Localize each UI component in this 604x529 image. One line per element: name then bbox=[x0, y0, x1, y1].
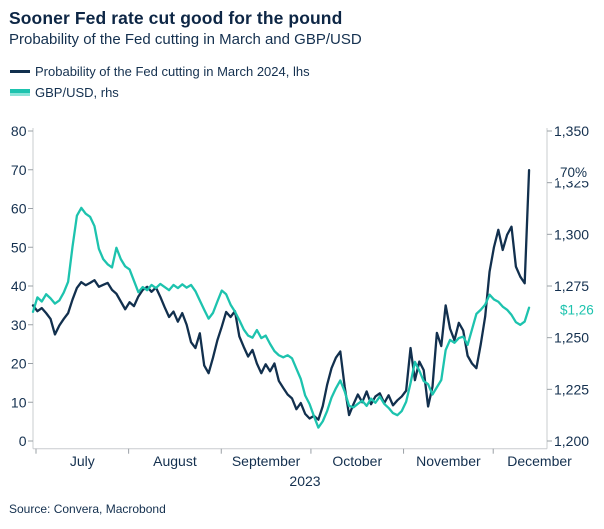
left-axis-tick-label: 70 bbox=[11, 162, 27, 178]
annotations-layer: 70% $1,26 bbox=[558, 165, 598, 319]
left-axis-tick-label: 20 bbox=[11, 356, 27, 372]
x-axis-month-label: August bbox=[153, 453, 197, 469]
fed-probability-line-swatch bbox=[10, 69, 30, 74]
last-value-label-fed-probability: 70% bbox=[560, 165, 587, 180]
gbpusd-series-line bbox=[31, 206, 531, 429]
gbpusd-line-swatch bbox=[10, 89, 30, 96]
left-axis-tick-label: 60 bbox=[11, 201, 27, 217]
x-axis-month-label: October bbox=[332, 453, 382, 469]
fed-probability-series-line bbox=[31, 168, 531, 421]
legend-label-fed-probability: Probability of the Fed cutting in March … bbox=[35, 64, 310, 79]
source-note: Source: Convera, Macrobond bbox=[9, 502, 166, 516]
x-axis-month-label: September bbox=[232, 453, 301, 469]
x-axis-year-label: 2023 bbox=[289, 473, 320, 489]
last-value-label-gbpusd: $1,26 bbox=[560, 303, 594, 318]
legend-item-fed-probability: Probability of the Fed cutting in March … bbox=[10, 61, 310, 82]
right-axis-tick-label: 1,275 bbox=[554, 278, 589, 294]
left-axis-tick-label: 0 bbox=[19, 433, 27, 449]
left-axis-tick-label: 10 bbox=[11, 394, 27, 410]
x-axis-month-label: December bbox=[507, 453, 572, 469]
right-axis-tick-label: 1,225 bbox=[554, 381, 589, 397]
annotation-backing bbox=[558, 165, 598, 182]
annotation-backing bbox=[558, 303, 598, 319]
left-axis-tick-label: 50 bbox=[11, 239, 27, 255]
gbpusd-swatch-stripe-bright bbox=[10, 89, 30, 93]
axes-layer bbox=[28, 128, 552, 454]
x-axis-month-label: November bbox=[416, 453, 481, 469]
right-axis-tick-label: 1,350 bbox=[554, 123, 589, 139]
axis-labels-layer: 0 10 20 30 40 50 60 70 80 1,200 1,225 1,250 1,275 1,3… bbox=[11, 123, 589, 489]
chart-title: Sooner Fed rate cut good for the pound bbox=[9, 8, 343, 28]
left-axis-tick-label: 30 bbox=[11, 317, 27, 333]
left-axis-tick-label: 40 bbox=[11, 278, 27, 294]
chart-header: Sooner Fed rate cut good for the pound P… bbox=[9, 7, 595, 50]
chart-subtitle: Probability of the Fed cutting in March … bbox=[9, 31, 362, 48]
series-layer bbox=[31, 168, 531, 429]
right-axis-tick-label: 1,200 bbox=[554, 433, 589, 449]
right-axis-tick-label: 1,250 bbox=[554, 330, 589, 346]
legend-label-gbpusd: GBP/USD, rhs bbox=[35, 85, 119, 100]
legend-item-gbpusd: GBP/USD, rhs bbox=[10, 82, 310, 103]
right-axis-tick-label: 1,300 bbox=[554, 226, 589, 242]
legend: Probability of the Fed cutting in March … bbox=[10, 61, 310, 103]
left-axis-tick-label: 80 bbox=[11, 123, 27, 139]
x-axis-month-label: July bbox=[70, 453, 95, 469]
gbpusd-swatch-stripe-light bbox=[10, 93, 30, 96]
